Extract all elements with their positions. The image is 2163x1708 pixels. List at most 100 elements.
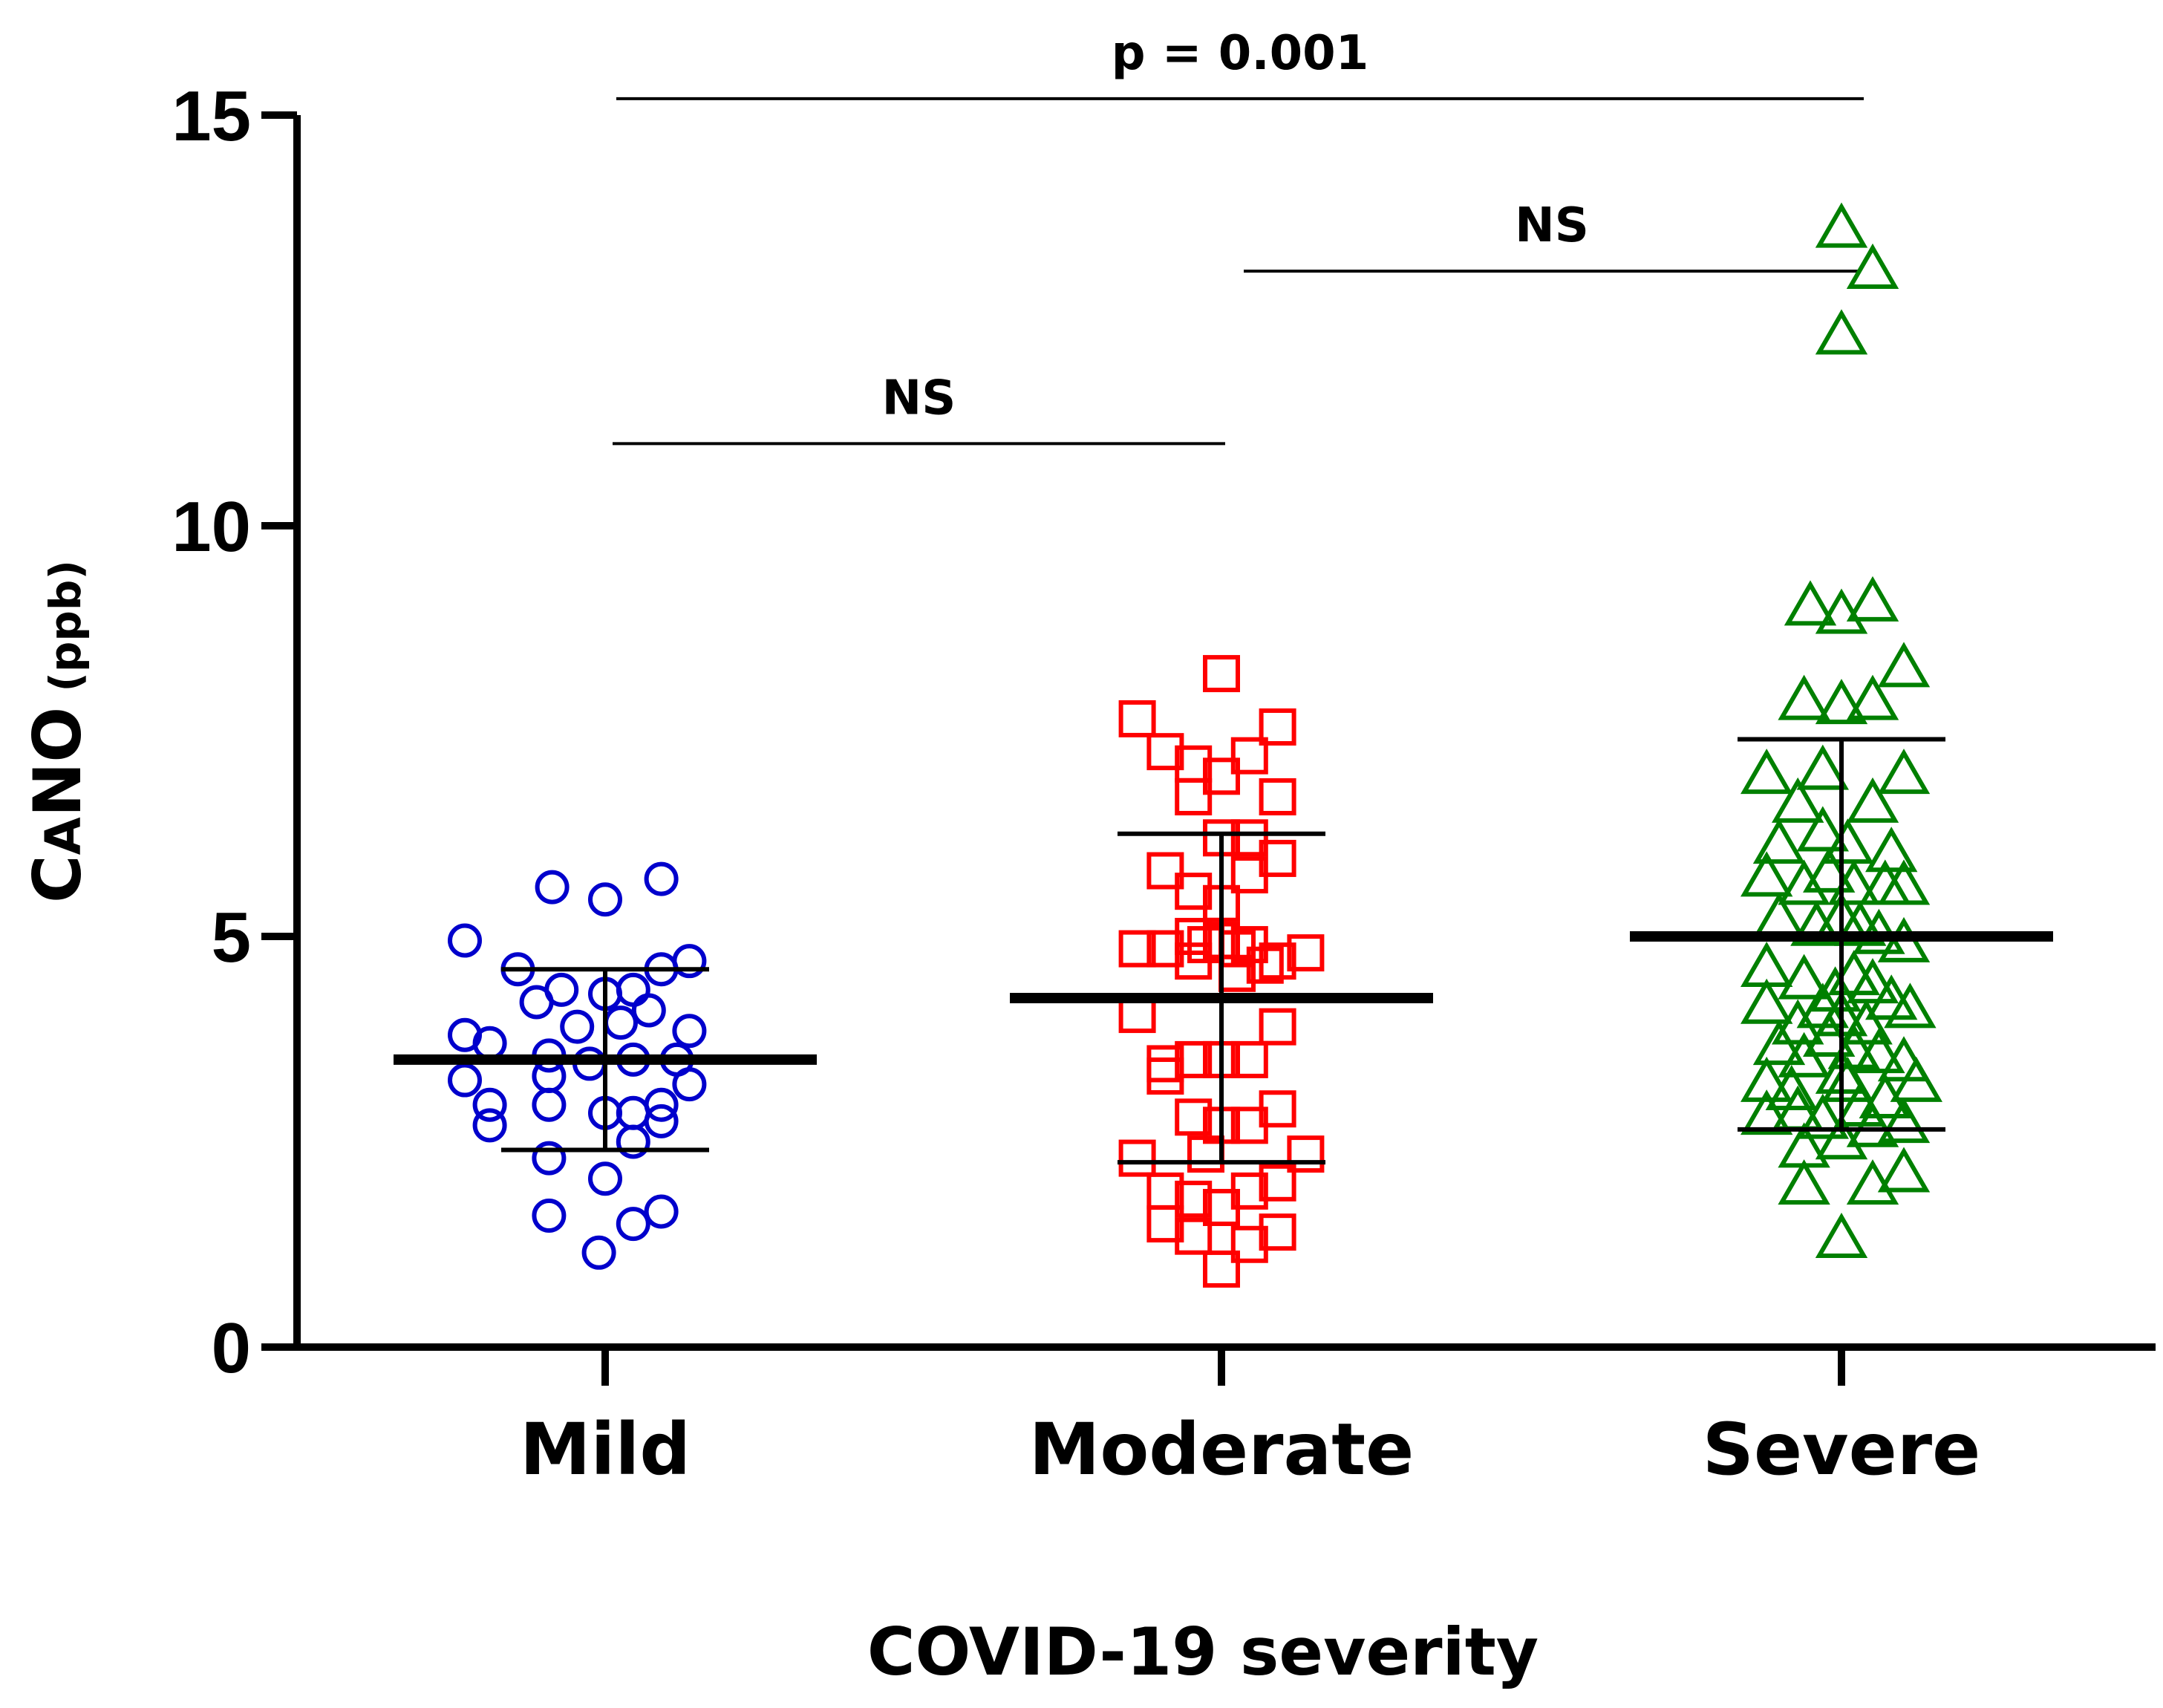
data-point: [1259, 1008, 1296, 1046]
y-tick-label: 15: [172, 76, 251, 156]
data-point: [1846, 1159, 1899, 1205]
data-point: [672, 1014, 707, 1049]
data-point: [1230, 1225, 1268, 1263]
data-point: [588, 882, 622, 917]
data-point: [1118, 700, 1156, 737]
y-axis-title-rest: NO: [19, 707, 96, 817]
y-axis-title: CANO (ppb): [19, 560, 96, 903]
data-point: [544, 972, 579, 1007]
data-point: [1840, 999, 1893, 1045]
data-point: [631, 993, 666, 1028]
data-point: [532, 1087, 567, 1122]
x-axis-title: COVID-19 severity: [867, 1614, 1539, 1690]
series-severe: [1740, 202, 1942, 1259]
data-point: [1259, 839, 1296, 877]
data-point: [1203, 1188, 1240, 1226]
data-point: [1772, 777, 1824, 823]
data-point: [1287, 1135, 1325, 1173]
data-point: [1175, 873, 1213, 910]
data-point: [644, 861, 679, 896]
data-point: [1230, 819, 1268, 857]
data-point: [1740, 851, 1793, 897]
data-point: [1203, 757, 1240, 795]
data-point: [644, 1087, 679, 1122]
data-point: [1846, 576, 1899, 622]
data-point: [672, 944, 707, 979]
data-point: [472, 1087, 507, 1122]
data-point: [1175, 1217, 1213, 1255]
data-point: [1846, 674, 1899, 720]
data-point: [1815, 1213, 1868, 1259]
y-tick-label: 5: [212, 898, 251, 977]
data-point: [1772, 999, 1824, 1045]
data-point: [1796, 806, 1849, 852]
data-point: [1259, 1164, 1296, 1202]
data-point: [1853, 1028, 1905, 1074]
x-tick-label: Severe: [1703, 1408, 1980, 1491]
data-point: [1815, 679, 1868, 725]
data-point: [616, 972, 650, 1007]
significance-label: NS: [1515, 198, 1589, 253]
data-point: [1175, 918, 1213, 955]
data-point: [1778, 674, 1830, 720]
data-point: [1287, 934, 1325, 972]
y-axis-title-unit: (ppb): [40, 560, 91, 707]
data-point: [1846, 1101, 1899, 1147]
data-point: [604, 1005, 638, 1040]
data-point: [1778, 1159, 1830, 1205]
data-point: [1259, 778, 1296, 815]
y-tick-label: 0: [212, 1308, 251, 1388]
data-point: [1877, 1147, 1931, 1193]
data-point: [532, 1059, 567, 1094]
data-point: [1846, 958, 1899, 1004]
data-points: [448, 202, 1942, 1288]
data-point: [532, 1141, 567, 1176]
data-point: [672, 1067, 707, 1102]
data-point: [1146, 852, 1184, 890]
data-point: [1765, 1064, 1818, 1110]
mean-sd-bars: [394, 737, 2053, 1165]
data-point: [588, 1161, 622, 1196]
data-point: [1259, 1213, 1296, 1251]
data-point: [1752, 1020, 1806, 1066]
data-point: [616, 1207, 650, 1242]
data-point: [1175, 1180, 1213, 1218]
data-point: [535, 870, 570, 904]
data-point: [1865, 827, 1918, 873]
data-point: [1796, 744, 1849, 790]
data-point: [1877, 749, 1931, 795]
y-axis-title-subscript: A: [35, 817, 92, 855]
y-tick-label: 10: [172, 487, 251, 567]
data-point: [1259, 1090, 1296, 1128]
data-point: [1230, 1040, 1268, 1078]
data-point: [1175, 1040, 1213, 1078]
data-point: [644, 1194, 679, 1229]
data-point: [1146, 733, 1184, 771]
significance-annotations: p = 0.001 NS NS: [613, 26, 1864, 446]
data-point: [1846, 243, 1899, 289]
data-point: [1778, 859, 1830, 905]
data-point: [1890, 1056, 1942, 1102]
data-point: [1877, 1098, 1931, 1144]
data-point: [1815, 202, 1868, 248]
data-point: [1877, 859, 1931, 905]
data-point: [1740, 749, 1793, 795]
data-point: [644, 1104, 679, 1138]
data-point: [616, 1124, 650, 1159]
x-tick-label: Moderate: [1029, 1408, 1414, 1491]
data-point: [1146, 1205, 1184, 1243]
data-point: [1175, 778, 1213, 815]
y-axis-title-main: C: [19, 855, 96, 903]
data-point: [1740, 1089, 1793, 1135]
series-mild: [448, 861, 707, 1270]
data-point: [1740, 978, 1793, 1024]
data-point: [1821, 818, 1874, 864]
data-point: [1796, 1093, 1849, 1139]
data-point: [472, 1108, 507, 1143]
data-point: [532, 1199, 567, 1233]
data-point: [1740, 1056, 1793, 1102]
data-point: [448, 923, 482, 958]
significance-label: p = 0.001: [1112, 26, 1368, 81]
data-point: [560, 1009, 595, 1044]
